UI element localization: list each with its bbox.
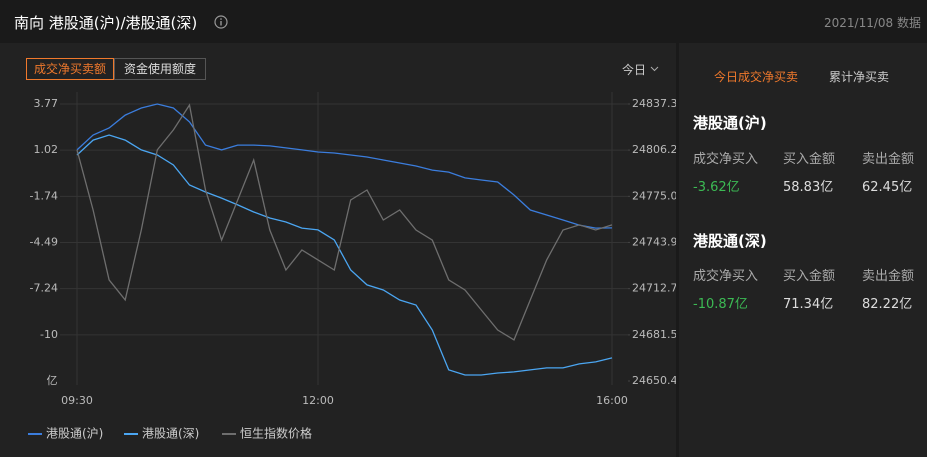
column-header: 卖出金额 — [862, 152, 915, 167]
data-date: 2021/11/08 数据 — [824, 16, 921, 30]
y2-tick-label: 24743.9 — [632, 235, 676, 248]
sell-value: 82.22亿 — [862, 297, 913, 312]
y2-tick-label: 24681.5 — [632, 328, 676, 341]
sidebar-tab[interactable]: 累计净买卖 — [829, 70, 890, 84]
column-header: 成交净买入 — [693, 152, 759, 167]
y-tick-label: -4.49 — [30, 236, 58, 249]
legend-label: 港股通(深) — [142, 427, 199, 441]
y-tick-label: 3.77 — [34, 97, 59, 110]
y2-tick-label: 24837.3 — [632, 97, 676, 110]
chart: 3.77 1.02 -1.74 -4.49 -7.24 -10 亿 24837.3 24806.… — [28, 92, 676, 441]
y2-tick-label: 24806.2 — [632, 143, 676, 156]
y-tick-label: -1.74 — [30, 189, 58, 202]
section-title: 港股通(深) — [693, 232, 767, 250]
series-line — [76, 134, 613, 376]
series-line — [76, 103, 613, 229]
y2-tick-label: 24712.7 — [632, 282, 676, 295]
chart-panel — [0, 43, 676, 457]
buy-value: 71.34亿 — [783, 297, 834, 312]
info-icon[interactable] — [213, 14, 229, 30]
legend-label: 恒生指数价格 — [240, 426, 312, 441]
y-tick-label: 1.02 — [34, 143, 59, 156]
series-line — [76, 103, 613, 341]
sidebar-tab-active[interactable]: 今日成交净买卖 — [714, 70, 799, 84]
y2-tick-label: 24650.4 — [632, 374, 676, 387]
y2-tick-label: 24775.0 — [632, 189, 676, 202]
sell-value: 62.45亿 — [862, 180, 913, 195]
period-select[interactable]: 今日 — [622, 63, 647, 77]
section-title: 港股通(沪) — [693, 114, 767, 132]
chart-tab[interactable]: 资金使用额度 — [114, 58, 206, 80]
x-tick-label: 09:30 — [61, 394, 93, 407]
dropdown-chevron — [650, 66, 659, 72]
chart-tab-active[interactable]: 成交净买卖额 — [26, 58, 114, 80]
buy-value: 58.83亿 — [783, 180, 834, 195]
column-header: 买入金额 — [783, 152, 836, 167]
column-header: 卖出金额 — [862, 269, 915, 284]
column-header: 成交净买入 — [693, 269, 759, 284]
page-title: 南向 港股通(沪)/港股通(深) — [14, 14, 198, 32]
y-unit-label: 亿 — [47, 374, 58, 387]
y-tick-label: -7.24 — [30, 282, 58, 295]
y-tick-label: -10 — [40, 328, 58, 341]
x-tick-label: 12:00 — [302, 394, 334, 407]
net-buy-value: -3.62亿 — [693, 180, 740, 195]
sidebar-panel — [679, 43, 927, 457]
net-buy-value: -10.87亿 — [693, 297, 748, 312]
x-tick-label: 16:00 — [596, 394, 628, 407]
legend-label: 港股通(沪) — [46, 427, 103, 441]
column-header: 买入金额 — [783, 269, 836, 284]
